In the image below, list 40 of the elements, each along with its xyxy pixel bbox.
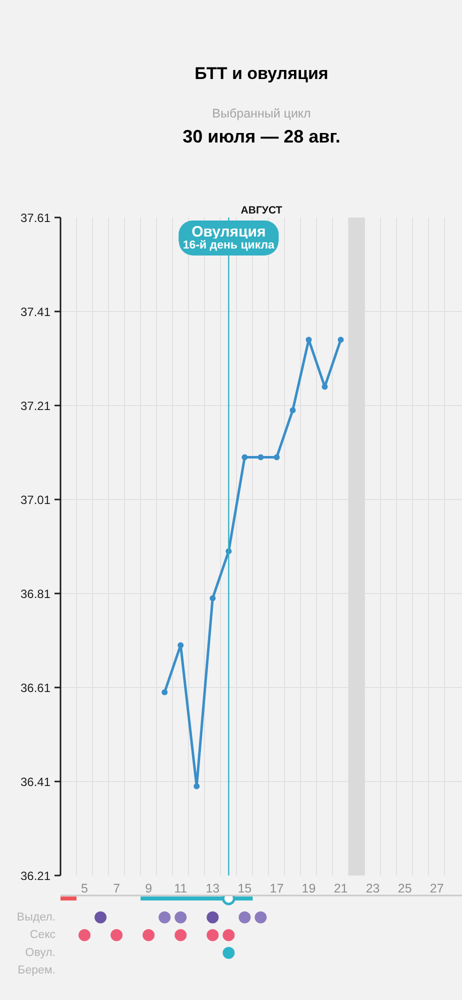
point	[178, 642, 184, 648]
annotation: 16-й день цикла	[182, 240, 276, 252]
x-tick-label: 25	[398, 882, 412, 896]
x-tick-label: 9	[145, 882, 152, 896]
x-tick-label: 23	[366, 882, 380, 896]
ref-line-label: Овуляция	[192, 224, 266, 240]
x-tick-label: 15	[238, 882, 252, 896]
x-tick-label: 5	[81, 882, 88, 896]
x-tick-label: 7	[113, 882, 120, 896]
point	[338, 336, 344, 343]
point	[222, 946, 235, 959]
point	[258, 454, 264, 460]
chart-subtitle: 30 июля — 28 авг.	[182, 126, 340, 146]
point	[242, 454, 248, 460]
y-tick-label: Секс	[30, 929, 56, 942]
x-tick-label: 21	[334, 882, 348, 896]
y-tick-label: 36.21	[20, 869, 51, 883]
x-tick-label: 11	[174, 882, 188, 896]
y-tick-label: 37.01	[20, 493, 51, 507]
y-tick-label: 37.21	[20, 399, 51, 413]
point	[290, 407, 296, 414]
y-tick-label: Берем.	[18, 964, 56, 977]
x-tick-label: 19	[302, 882, 316, 896]
x-tick-label: 17	[270, 882, 284, 896]
text: Выбранный цикл	[212, 106, 311, 120]
y-tick-label: Выдел.	[16, 911, 56, 924]
point	[194, 783, 200, 790]
y-tick-label: 36.41	[20, 775, 51, 789]
y-tick-label: 36.81	[20, 587, 51, 601]
point	[274, 454, 280, 460]
x-axis-title: АВГУСТ	[240, 204, 283, 216]
y-tick-label: 37.41	[20, 305, 51, 319]
y-tick-label: Овул.	[25, 946, 56, 959]
point	[162, 689, 168, 696]
y-tick-label: 37.61	[20, 211, 51, 225]
y-tick-label: 36.61	[20, 681, 51, 695]
chart-title: БТТ и овуляция	[194, 64, 328, 83]
point	[210, 595, 216, 602]
x-tick-label: 27	[430, 882, 444, 896]
x-tick-label: 13	[206, 882, 220, 896]
